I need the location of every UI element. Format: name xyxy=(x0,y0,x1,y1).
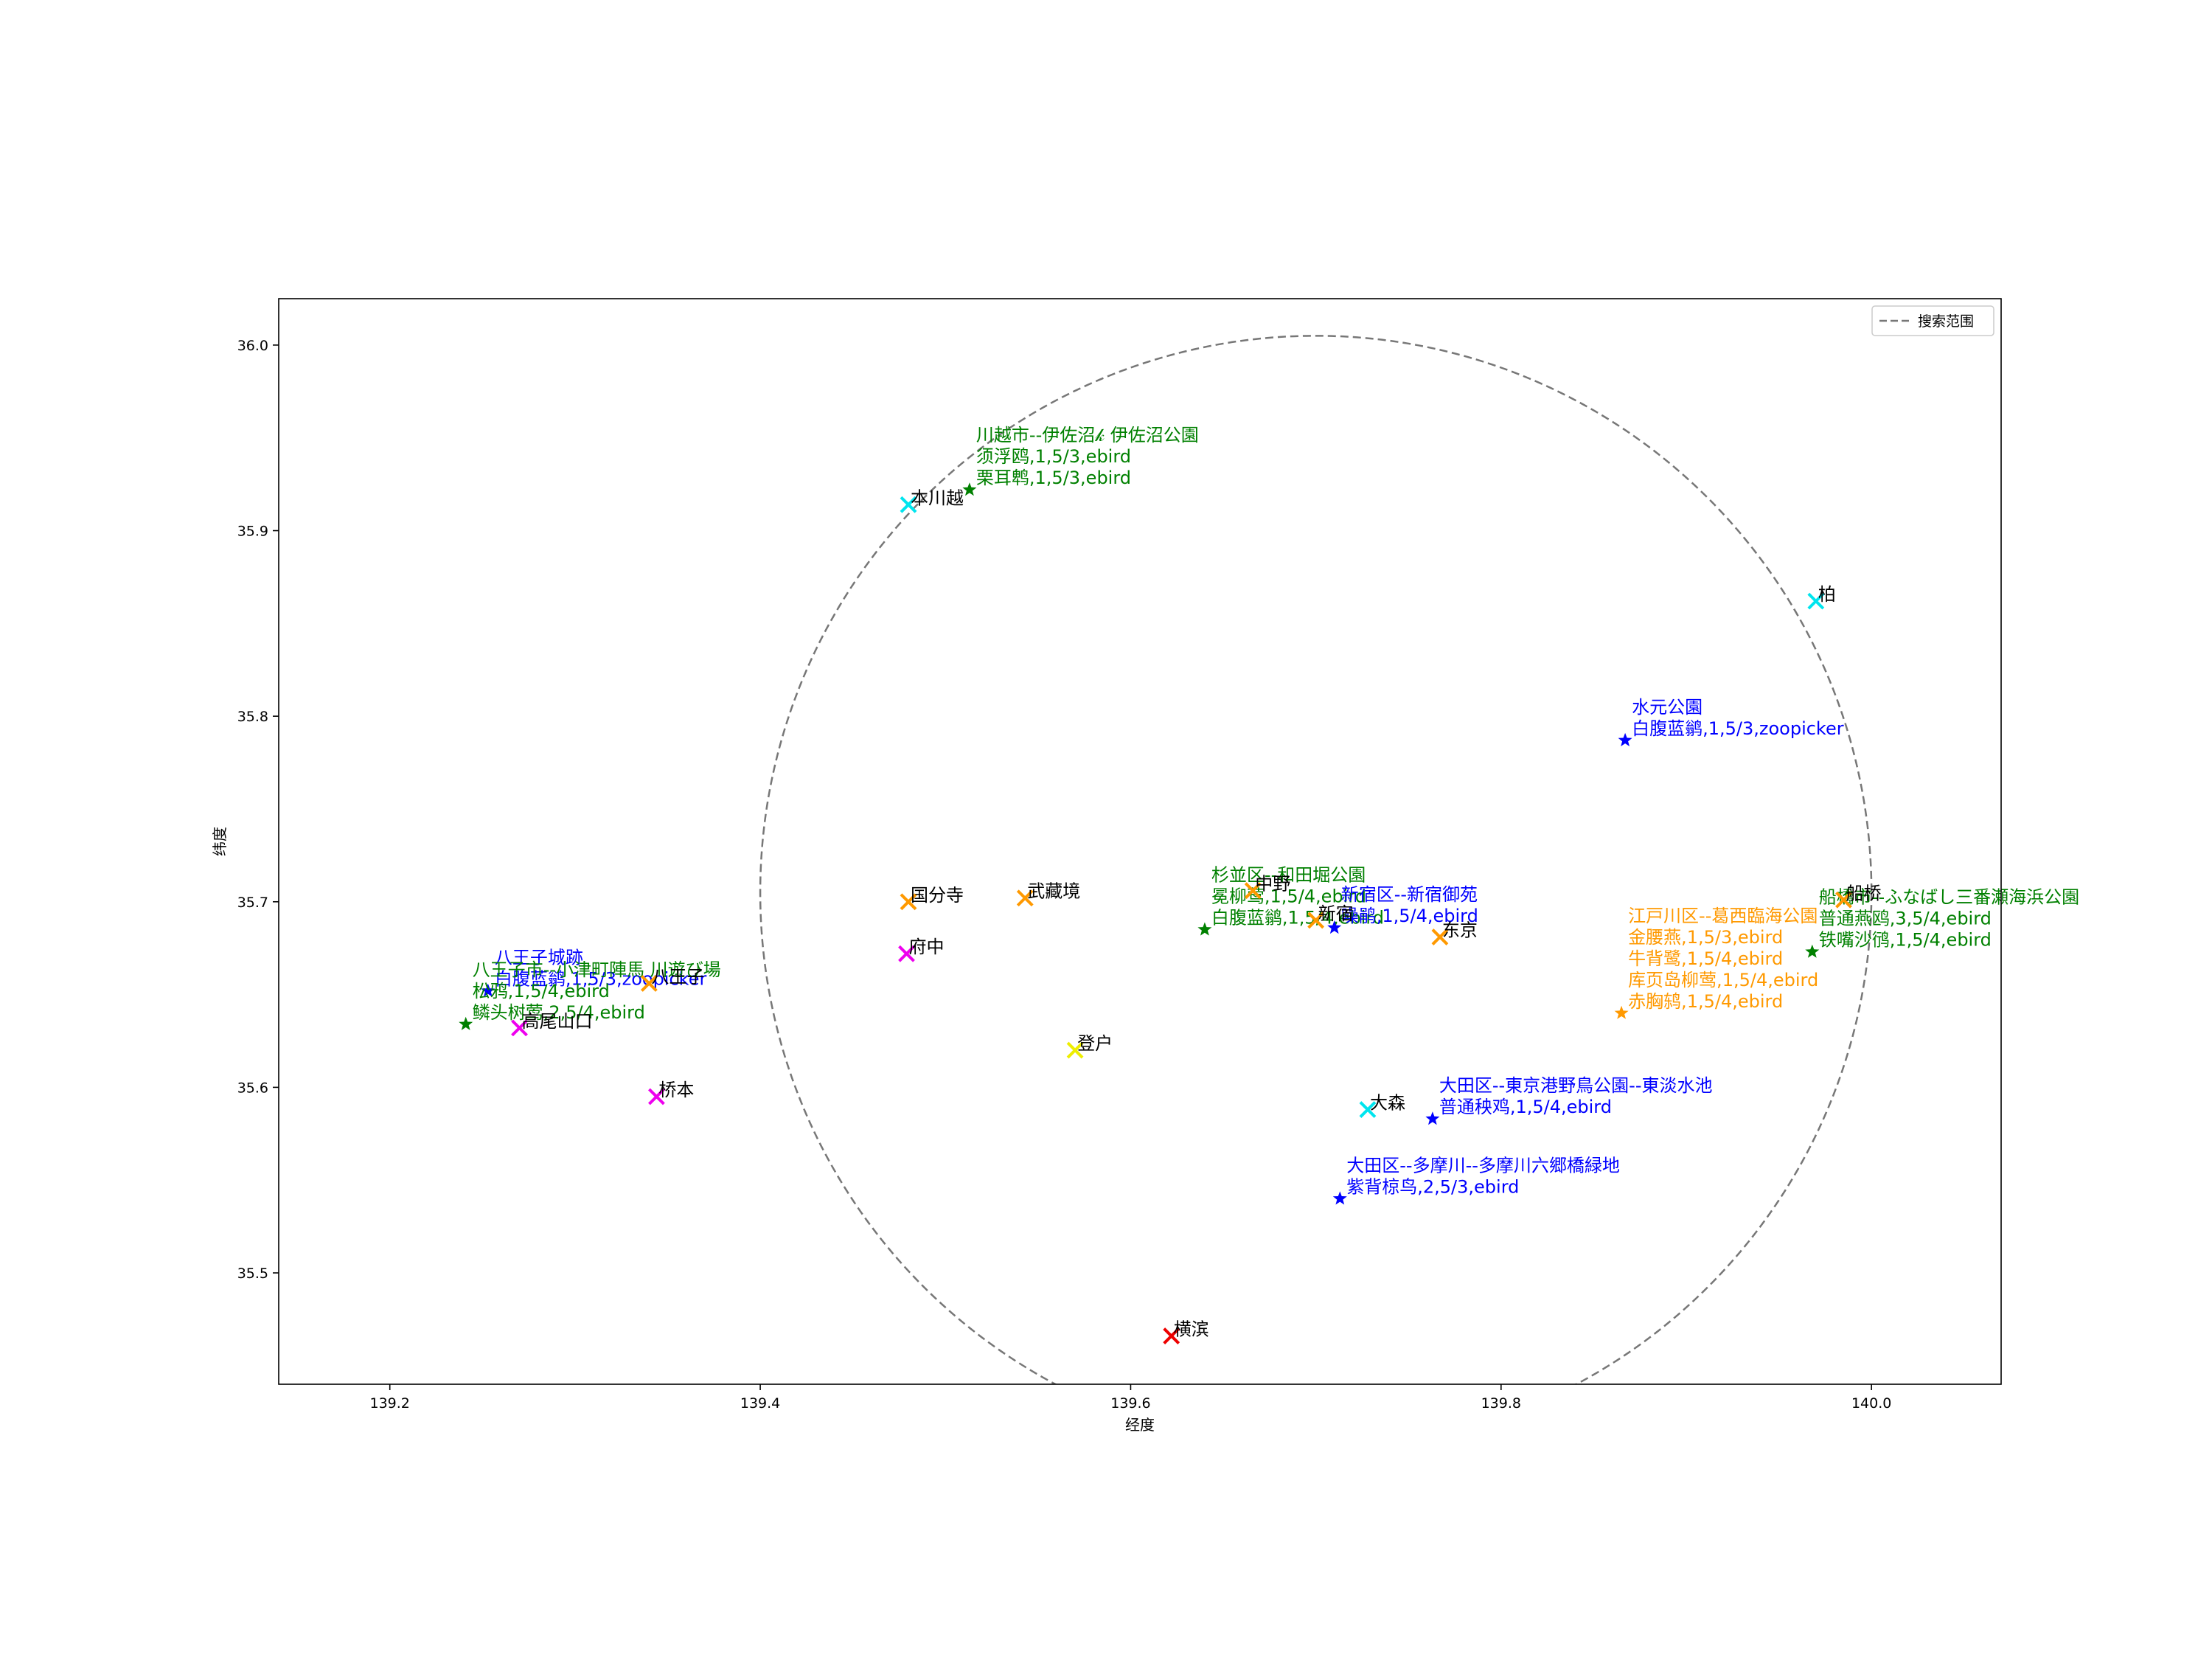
city-label: 东京 xyxy=(1442,920,1478,941)
sighting-label: 八王子市--小津町陣馬 川遊び場松鸦,1,5/4,ebird 鳞头树莺,2,5/4… xyxy=(473,959,721,1023)
city-label: 八王子 xyxy=(651,966,704,987)
sighting-marker xyxy=(481,983,495,997)
city-label: 武藏境 xyxy=(1027,881,1080,902)
city-marker xyxy=(647,1088,665,1105)
y-tick-label: 35.5 xyxy=(237,1266,268,1282)
y-axis-label: 纬度 xyxy=(211,827,229,856)
city-marker xyxy=(898,945,915,962)
city-label: 船桥 xyxy=(1846,883,1881,903)
city-marker xyxy=(1835,891,1852,909)
city-marker xyxy=(1307,912,1325,929)
city-label: 高尾山口 xyxy=(522,1011,593,1032)
city-marker xyxy=(1359,1101,1377,1119)
x-tick-label: 139.4 xyxy=(740,1395,780,1412)
sighting-marker xyxy=(1327,920,1342,934)
sighting-label: 大田区--東京港野鳥公園--東淡水池普通秧鸡,1,5/4,ebird xyxy=(1439,1075,1713,1117)
sighting-label: 江戸川区--葛西臨海公園金腰燕,1,5/3,ebird 牛背鹭,1,5/4,ebi… xyxy=(1628,906,1818,1012)
sighting-label: 八王子城跡白腹蓝鹟,1,5/3,zoopicker xyxy=(495,948,707,990)
city-label: 本川越 xyxy=(911,487,964,508)
search-range-circle xyxy=(759,335,1873,1384)
city-marker xyxy=(1016,889,1034,907)
x-tick-label: 140.0 xyxy=(1851,1395,1891,1412)
city-label: 柏 xyxy=(1818,584,1836,605)
city-marker xyxy=(511,1019,528,1037)
sighting-marker xyxy=(459,1016,473,1030)
city-label: 府中 xyxy=(909,937,945,957)
city-label: 登户 xyxy=(1077,1033,1113,1054)
legend-label: 搜索范围 xyxy=(1918,313,1974,330)
city-marker xyxy=(1163,1327,1180,1344)
sighting-label: 水元公園白腹蓝鹟,1,5/3,zoopicker xyxy=(1632,697,1844,739)
sighting-label: 船橋市--ふなばし三番瀬海浜公園普通燕鸥,3,5/4,ebird 铁嘴沙鸻,1,5… xyxy=(1819,887,2079,951)
sighting-marker xyxy=(1805,944,1820,958)
y-tick-label: 35.9 xyxy=(237,524,268,540)
city-label: 横滨 xyxy=(1174,1319,1209,1340)
city-label: 桥本 xyxy=(658,1080,694,1100)
sighting-label: 大田区--多摩川--多摩川六郷橋緑地紫背椋鸟,2,5/3,ebird xyxy=(1346,1155,1620,1197)
sighting-marker xyxy=(1197,922,1212,936)
city-marker xyxy=(900,496,917,513)
city-marker xyxy=(640,975,658,992)
y-tick-label: 35.8 xyxy=(237,709,268,725)
city-marker xyxy=(1066,1041,1084,1059)
sighting-label: 新宿区--新宿御苑噪鹃,1,5/4,ebird xyxy=(1341,884,1478,926)
y-tick-label: 36.0 xyxy=(237,338,268,354)
sighting-label: 川越市--伊佐沼𝓀 伊佐沼公園须浮鸥,1,5/3,ebird 栗耳鹎,1,5/3,… xyxy=(976,425,1199,488)
city-label: 大森 xyxy=(1370,1093,1405,1114)
sighting-marker xyxy=(962,482,977,496)
city-marker xyxy=(900,893,917,911)
city-marker xyxy=(1244,882,1262,900)
x-axis-label: 经度 xyxy=(1125,1416,1155,1434)
y-tick-label: 35.7 xyxy=(237,895,268,911)
city-marker xyxy=(1431,928,1449,946)
city-label: 国分寺 xyxy=(911,885,964,906)
sighting-marker xyxy=(1332,1191,1347,1205)
city-marker xyxy=(1807,592,1825,610)
city-label: 新宿 xyxy=(1318,903,1354,924)
plot-frame xyxy=(278,298,2002,1385)
sighting-marker xyxy=(1614,1005,1629,1019)
legend-box xyxy=(1871,305,1994,336)
city-label: 中野 xyxy=(1255,874,1290,895)
x-tick-label: 139.6 xyxy=(1110,1395,1150,1412)
x-tick-label: 139.2 xyxy=(370,1395,410,1412)
y-tick-label: 35.6 xyxy=(237,1080,268,1096)
sighting-marker xyxy=(1425,1111,1440,1125)
sighting-label: 杉並区--和田堀公園冕柳莺,1,5/4,ebird 白腹蓝鹟,1,5/4,ebir… xyxy=(1211,865,1384,928)
x-tick-label: 139.8 xyxy=(1481,1395,1521,1412)
sighting-marker xyxy=(1618,732,1632,746)
